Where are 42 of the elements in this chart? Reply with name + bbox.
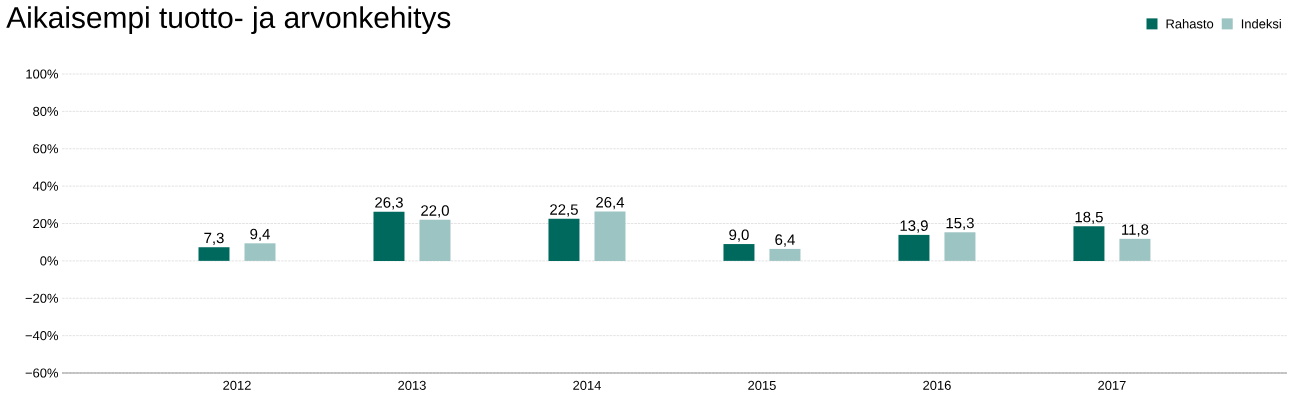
x-tick-label: 2013 (398, 380, 426, 390)
data-label: 18,5 (1075, 211, 1103, 225)
bar (198, 247, 230, 261)
data-label: 9,0 (729, 229, 749, 242)
y-tick-label: −20% (25, 293, 59, 303)
y-tick-label: 40% (32, 181, 59, 191)
bar (419, 219, 451, 261)
y-tick-label: 60% (33, 144, 59, 154)
y-tick-label: −40% (25, 331, 59, 341)
y-tick-label: 0% (40, 256, 59, 266)
x-tick-label: 2017 (1098, 380, 1126, 390)
legend-label: Indeksi (1241, 18, 1281, 29)
legend-label: Rahasto (1166, 18, 1214, 29)
bar (769, 248, 801, 261)
data-label: 22,5 (550, 204, 578, 217)
data-label: 26,4 (596, 196, 625, 210)
y-tick-label: 100% (26, 69, 59, 79)
data-label: 6,4 (775, 234, 795, 247)
bar (944, 232, 976, 261)
bar (244, 243, 276, 261)
data-label: 15,3 (946, 217, 974, 231)
y-tick-label: −60% (25, 368, 59, 378)
y-tick-label: 80% (33, 106, 59, 116)
data-label: 11,8 (1122, 224, 1149, 237)
x-tick-label: 2015 (748, 380, 776, 390)
data-label: 13,9 (900, 220, 928, 233)
data-label: 26,3 (375, 197, 403, 210)
data-label: 9,4 (250, 228, 270, 242)
bar (548, 218, 580, 261)
bar (594, 211, 626, 261)
chart-title: Aikaisempi tuotto- ja arvonkehitys (6, 6, 451, 35)
data-label: 22,0 (421, 205, 449, 218)
bar (1119, 238, 1151, 261)
bar (1073, 226, 1105, 261)
bar (373, 211, 405, 261)
x-tick-label: 2016 (923, 380, 951, 390)
x-tick-label: 2012 (223, 380, 251, 390)
bar (723, 244, 755, 261)
y-tick-label: 20% (33, 218, 59, 229)
x-tick-label: 2014 (573, 380, 601, 390)
data-label: 7,3 (204, 232, 224, 246)
bar (898, 234, 930, 261)
